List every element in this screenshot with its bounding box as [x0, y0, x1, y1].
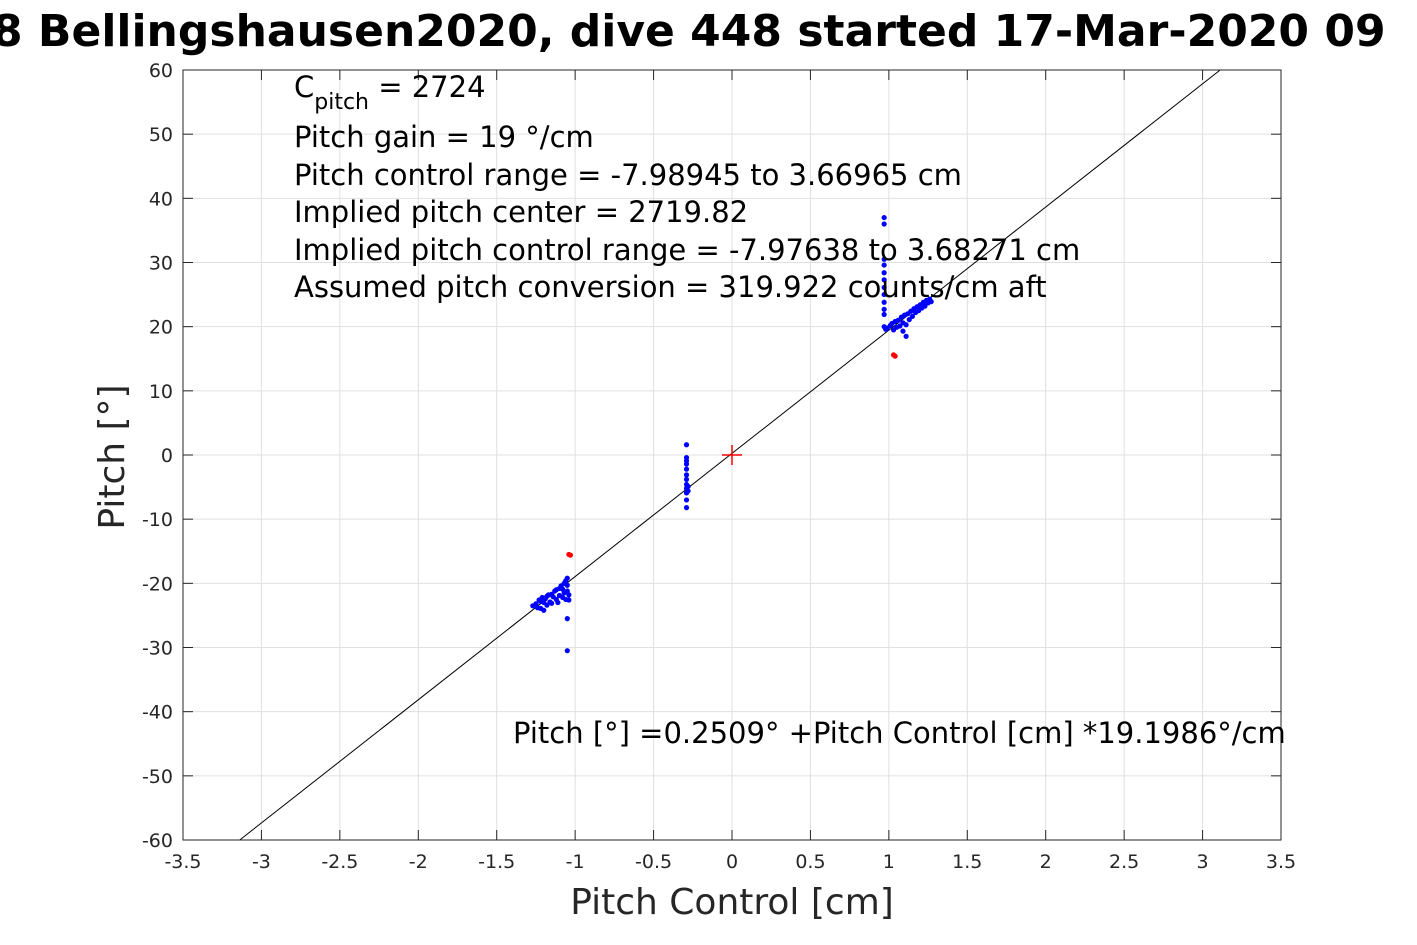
- x-tick-label: 3: [1197, 851, 1209, 873]
- data-point: [881, 299, 887, 305]
- y-tick-label: 20: [149, 317, 173, 339]
- x-tick-label: 0: [726, 851, 738, 873]
- data-point: [881, 256, 887, 262]
- data-points: [530, 214, 934, 654]
- y-tick-label: -40: [142, 702, 173, 724]
- data-point: [881, 291, 887, 298]
- y-tick-label: -20: [142, 573, 173, 595]
- data-point: [683, 497, 690, 503]
- data-point: [906, 317, 912, 323]
- data-point: [928, 299, 934, 305]
- data-point: [895, 317, 901, 323]
- implied-center-annotation: Implied pitch center = 2719.82: [294, 195, 748, 229]
- y-tick-label: 30: [149, 253, 173, 275]
- data-point: [881, 262, 887, 268]
- data-point: [683, 461, 690, 467]
- x-tick-label: 0.5: [795, 851, 825, 873]
- x-tick-label: 3.5: [1266, 851, 1296, 873]
- data-point: [564, 575, 570, 581]
- data-point: [683, 466, 690, 472]
- data-point: [903, 333, 909, 339]
- data-point: [683, 476, 690, 482]
- data-point: [903, 322, 909, 328]
- data-point: [881, 311, 887, 318]
- y-tick-label: -10: [142, 509, 173, 531]
- data-point: [566, 597, 572, 603]
- data-point: [685, 483, 691, 490]
- data-point: [897, 323, 903, 329]
- data-point: [685, 488, 691, 494]
- data-point: [909, 313, 915, 319]
- y-tick-label: 60: [149, 60, 173, 82]
- x-tick-label: -1.5: [478, 851, 515, 873]
- data-point: [555, 599, 561, 606]
- x-tick-label: 1: [883, 851, 895, 873]
- data-point: [564, 648, 570, 654]
- x-tick-label: -2: [409, 851, 428, 873]
- y-tick-label: 40: [149, 188, 173, 210]
- x-tick-labels: -3.5 -3 -2.5 -2 -1.5 -1 -0.5 0 0.5 1 1.5 2 2.5 3 3.5: [164, 851, 1296, 873]
- data-point: [881, 214, 887, 221]
- x-tick-label: 1.5: [952, 851, 982, 873]
- data-point: [683, 472, 690, 478]
- data-point: [549, 600, 555, 606]
- x-tick-label: 2: [1040, 851, 1052, 873]
- plot-frame: [182, 69, 1282, 841]
- y-tick-label: 0: [161, 445, 173, 467]
- x-axis-label: Pitch Control [cm]: [570, 882, 894, 923]
- x-tick-label: -3: [252, 851, 271, 873]
- data-point: [564, 616, 570, 622]
- data-point: [881, 270, 887, 276]
- data-point: [564, 582, 570, 588]
- chart-title: 8 Bellingshausen2020, dive 448 started 1…: [0, 6, 1386, 57]
- x-tick-label: 2.5: [1109, 851, 1139, 873]
- data-point: [881, 221, 887, 227]
- data-point: [541, 607, 547, 613]
- data-point: [881, 277, 887, 283]
- data-point: [890, 352, 897, 358]
- y-tick-label: 50: [149, 124, 173, 146]
- center-marker: [722, 445, 742, 465]
- x-tick-label: -1: [566, 851, 585, 873]
- x-tick-label: -3.5: [164, 851, 201, 873]
- data-point: [922, 303, 928, 309]
- y-tick-label: -30: [142, 638, 173, 660]
- data-point: [881, 284, 887, 291]
- y-tick-labels: -60 -50 -40 -30 -20 -10 0 10 20 30 40 50 60: [142, 60, 173, 852]
- conversion-annotation: Assumed pitch conversion = 319.922 count…: [294, 270, 1047, 304]
- pitch-gain-annotation: Pitch gain = 19 °/cm: [294, 120, 594, 154]
- data-point: [544, 602, 550, 608]
- control-range-annotation: Pitch control range = -7.98945 to 3.6696…: [294, 158, 962, 192]
- implied-range-annotation: Implied pitch control range = -7.97638 t…: [294, 233, 1080, 267]
- x-tick-label: -0.5: [635, 851, 672, 873]
- data-point: [900, 328, 906, 334]
- fit-equation-annotation: Pitch [°] =0.2509° +Pitch Control [cm] *…: [513, 716, 1286, 750]
- x-tick-label: -2.5: [321, 851, 358, 873]
- data-point: [683, 505, 690, 511]
- y-axis-label: Pitch [°]: [92, 384, 133, 529]
- y-tick-label: -50: [142, 766, 173, 788]
- data-point: [881, 306, 887, 312]
- c-pitch-annotation: Cpitch = 2724: [294, 70, 486, 115]
- y-tick-label: -60: [142, 830, 173, 852]
- data-point: [683, 442, 690, 448]
- data-point: [566, 592, 572, 598]
- data-point: [567, 552, 574, 558]
- y-tick-label: 10: [149, 381, 173, 403]
